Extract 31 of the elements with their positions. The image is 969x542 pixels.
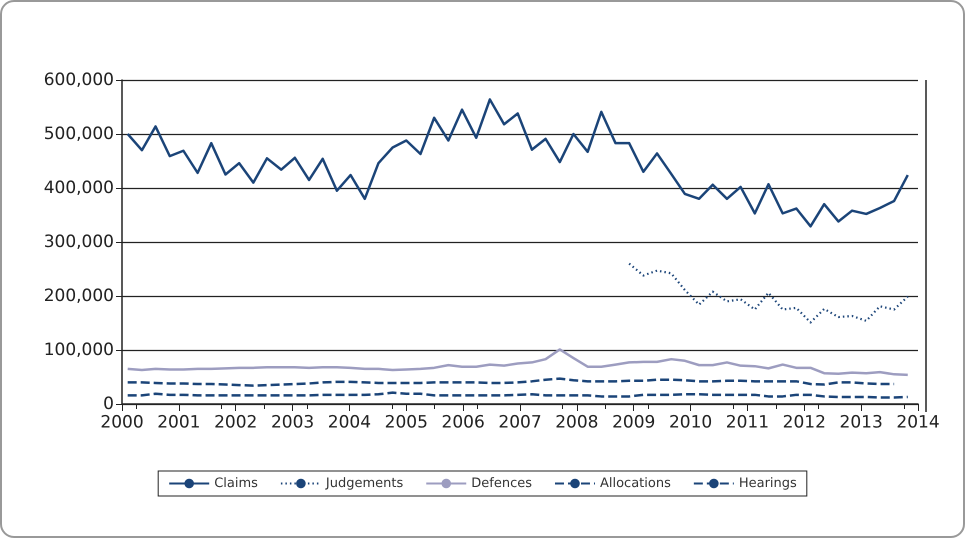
legend-label: Claims	[214, 476, 258, 491]
x-tick-label: 2007	[498, 412, 542, 432]
x-tick-label: 2002	[214, 412, 258, 432]
line-series	[126, 348, 910, 376]
legend-label: Hearings	[738, 476, 798, 491]
y-tick-label: 500,000	[44, 124, 114, 144]
x-tick-label: 2010	[668, 412, 712, 432]
x-tick-label: 2005	[384, 412, 428, 432]
legend-label: Allocations	[600, 476, 672, 491]
x-tick-label: 2003	[270, 412, 314, 432]
x-tick-label: 2014	[896, 412, 940, 432]
y-tick-label: 600,000	[44, 70, 114, 90]
y-tick-label: 200,000	[44, 286, 114, 306]
line-series	[628, 262, 909, 324]
line-series	[126, 98, 910, 228]
x-tick-label: 2001	[157, 412, 200, 432]
legend-label: Defences	[471, 476, 532, 491]
x-tick-label: 2008	[555, 412, 598, 432]
y-tick-label: 300,000	[44, 232, 114, 252]
x-tick-label: 2000	[100, 412, 144, 432]
x-tick-label: 2009	[612, 412, 656, 432]
y-tick-label: 400,000	[44, 178, 114, 198]
x-tick-label: 2006	[442, 412, 485, 432]
legend-label: Judgements	[324, 476, 404, 491]
y-tick-label: 0	[103, 394, 114, 414]
x-tick-label: 2012	[782, 412, 826, 432]
x-tick-label: 2004	[328, 412, 372, 432]
x-tick-label: 2013	[840, 412, 883, 432]
y-tick-label: 100,000	[44, 340, 114, 360]
line-series	[126, 377, 896, 387]
x-tick-label: 2011	[726, 412, 770, 432]
